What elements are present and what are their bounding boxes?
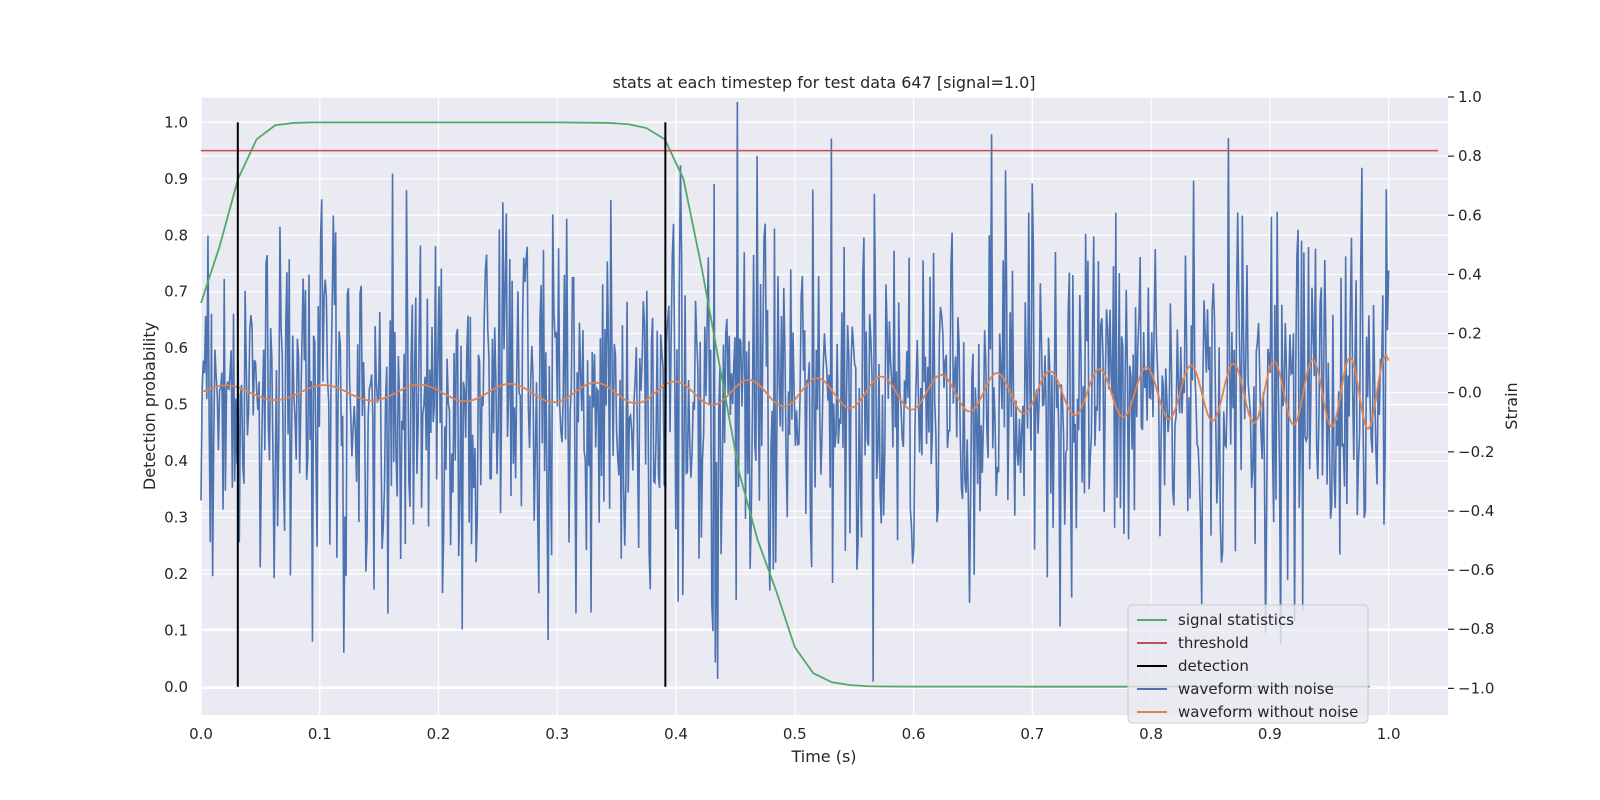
- y-right-tick-label: −0.6: [1458, 561, 1494, 579]
- x-tick-label: 0.4: [664, 725, 688, 743]
- legend-label: waveform with noise: [1178, 680, 1334, 698]
- y-right-tick-label: −0.8: [1458, 620, 1494, 638]
- series-waveform-with-noise: [200, 101, 1390, 682]
- x-tick-labels: 0.0 0.1 0.2 0.3 0.4 0.5 0.6 0.7 0.8 0.9 1.0: [189, 725, 1400, 743]
- series-waveform-without-noise: [200, 355, 1390, 430]
- legend-label: threshold: [1178, 634, 1249, 652]
- legend: signal statistics threshold detection wavef…: [1127, 604, 1369, 724]
- y-left-tick-labels: 0.0 0.1 0.2 0.3 0.4 0.5 0.6 0.7 0.8 0.9 1.0: [164, 113, 188, 695]
- x-tick-label: 0.3: [545, 725, 569, 743]
- x-tick-label: 0.9: [1258, 725, 1282, 743]
- y-left-tick-label: 0.8: [164, 226, 188, 244]
- y-right-tick-label: −0.4: [1458, 502, 1494, 520]
- x-tick-label: 1.0: [1377, 725, 1401, 743]
- y-right-tick-label: 0.0: [1458, 384, 1482, 402]
- y-left-tick-label: 0.2: [164, 565, 188, 583]
- legend-label: detection: [1178, 657, 1249, 675]
- y-left-tick-label: 0.1: [164, 621, 188, 639]
- y-right-tick-label: 0.8: [1458, 147, 1482, 165]
- y-left-tick-label: 0.3: [164, 508, 188, 526]
- y-right-tick-label: −1.0: [1458, 679, 1494, 697]
- x-tick-label: 0.7: [1020, 725, 1044, 743]
- y-right-tick-label: 0.2: [1458, 325, 1482, 343]
- y-left-tick-label: 0.9: [164, 170, 188, 188]
- y-right-tick-label: 0.4: [1458, 265, 1482, 283]
- y-right-tick-labels: −1.0 −0.8 −0.6 −0.4 −0.2 0.0 0.2 0.4 0.6 0.8 1.0: [1448, 88, 1494, 697]
- x-tick-label: 0.8: [1139, 725, 1163, 743]
- y-left-tick-label: 0.4: [164, 452, 188, 470]
- legend-box: [1127, 604, 1369, 724]
- x-axis-label: Time (s): [790, 747, 856, 766]
- legend-items: signal statistics threshold detection wavef…: [1137, 611, 1358, 721]
- y-axis-left-label: Detection probability: [140, 322, 159, 490]
- y-right-tick-label: 1.0: [1458, 88, 1482, 106]
- y-left-tick-label: 0.7: [164, 283, 188, 301]
- y-right-tick-label: −0.2: [1458, 443, 1494, 461]
- y-left-tick-label: 0.0: [164, 678, 188, 696]
- legend-label: waveform without noise: [1178, 703, 1358, 721]
- y-left-tick-label: 1.0: [164, 113, 188, 131]
- chart-title: stats at each timestep for test data 647…: [612, 73, 1035, 92]
- x-tick-label: 0.6: [902, 725, 926, 743]
- y-right-tick-label: 0.6: [1458, 206, 1482, 224]
- y-left-tick-label: 0.6: [164, 339, 188, 357]
- legend-label: signal statistics: [1178, 611, 1294, 629]
- series-layer: [200, 101, 1438, 688]
- x-tick-label: 0.2: [427, 725, 451, 743]
- y-axis-right-label: Strain: [1502, 382, 1521, 429]
- x-tick-label: 0.5: [783, 725, 807, 743]
- x-tick-label: 0.0: [189, 725, 213, 743]
- x-tick-label: 0.1: [308, 725, 332, 743]
- series-signal-statistics: [200, 121, 1370, 688]
- y-left-tick-label: 0.5: [164, 396, 188, 414]
